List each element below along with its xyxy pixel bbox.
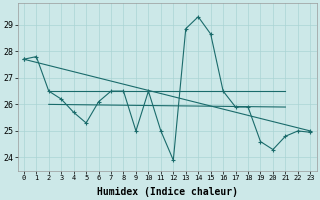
X-axis label: Humidex (Indice chaleur): Humidex (Indice chaleur) xyxy=(97,186,237,197)
